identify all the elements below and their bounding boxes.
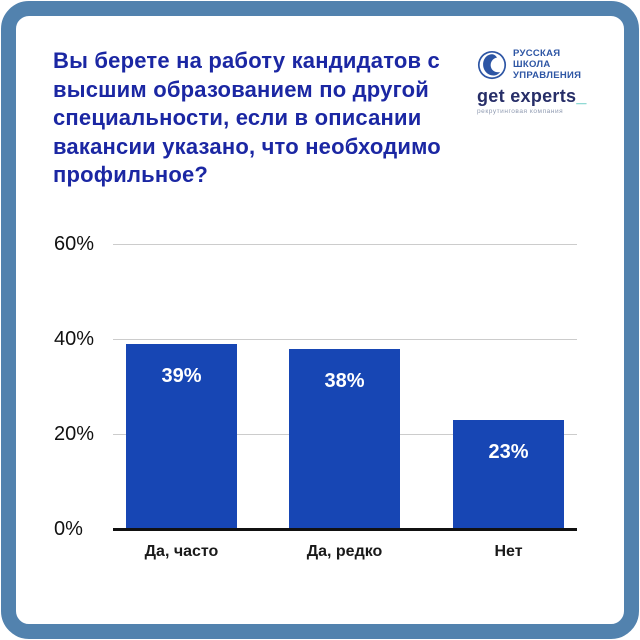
bar-Да, часто: 39% [126, 343, 237, 529]
y-axis-tick-label: 40% [54, 328, 95, 350]
x-axis-line [113, 528, 577, 531]
get-experts-underscore: _ [576, 86, 587, 106]
rsu-line-3: УПРАВЛЕНИЯ [513, 70, 582, 81]
x-axis-category-label: Нет [494, 543, 523, 560]
rsu-line-1: РУССКАЯ [513, 48, 561, 59]
gridline-40% [113, 339, 577, 340]
bar-value-label: 39% [161, 364, 202, 387]
y-axis-tick-label: 20% [54, 423, 95, 445]
x-axis-category-label: Да, часто [144, 543, 219, 560]
gridline-60% [113, 244, 577, 245]
get-experts-wordmark: get experts [477, 86, 577, 106]
get-experts-logo: get experts_ рекрутинговая компания [477, 86, 597, 115]
bar-value-label: 38% [324, 369, 365, 392]
chart-question-title: Вы берете на работу кандидатов с высшим … [53, 48, 441, 187]
get-experts-tagline: рекрутинговая компания [477, 108, 564, 115]
rsu-logo-text: РУССКАЯ ШКОЛА УПРАВЛЕНИЯ [513, 48, 581, 81]
y-axis-tick-label: 0% [54, 518, 83, 540]
bar-Нет: 23% [453, 419, 564, 529]
rsu-logo: РУССКАЯ ШКОЛА УПРАВЛЕНИЯ [477, 48, 581, 81]
y-axis-tick-label: 60% [54, 233, 95, 255]
rsu-line-2: ШКОЛА [513, 59, 551, 70]
x-axis-category-label: Да, редко [306, 543, 383, 560]
rsu-logo-icon [477, 50, 507, 80]
bar-value-label: 23% [488, 440, 529, 463]
bar-Да, редко: 38% [289, 348, 400, 529]
